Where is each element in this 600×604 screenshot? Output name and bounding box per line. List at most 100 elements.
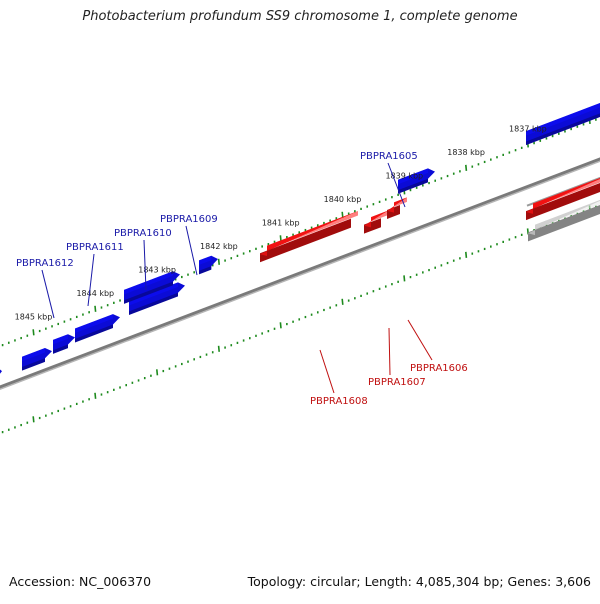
inner-major-tick [341, 298, 344, 305]
gene-forward-highlight [129, 282, 178, 306]
outer-minor-tick [452, 172, 455, 175]
scale-labels: 1845 kbp 1844 kbp 1843 kbp 1842 kbp 1841 kbp… [15, 124, 547, 321]
outer-minor-tick [539, 139, 542, 142]
gene-forward-top [124, 271, 180, 301]
inner-minor-tick [267, 330, 270, 333]
outer-minor-tick [378, 200, 381, 203]
inner-minor-tick [236, 341, 239, 344]
gene-forward-top [22, 347, 52, 368]
outer-minor-tick [545, 137, 548, 140]
gene-reverse-edge [526, 178, 600, 221]
inner-minor-tick [242, 339, 245, 342]
inner-minor-tick [88, 398, 90, 401]
outer-minor-tick [391, 196, 393, 199]
inner-minor-tick [292, 320, 294, 323]
inner-minor-tick [452, 259, 455, 262]
gene-reverse [387, 197, 407, 219]
inner-minor-tick [471, 252, 474, 255]
inner-minor-tick [7, 428, 10, 431]
gene-callout-leader [388, 327, 391, 376]
gene-forward-top [75, 314, 120, 339]
outer-minor-tick [242, 252, 245, 255]
inner-minor-tick [205, 353, 208, 356]
inner-minor-tick [143, 376, 146, 380]
inner-major-tick [403, 275, 406, 282]
outer-minor-tick [434, 179, 436, 182]
outer-minor-tick [477, 163, 480, 166]
gene-forward-highlight [22, 347, 45, 362]
inner-minor-tick [230, 344, 233, 347]
outer-minor-tick [267, 243, 270, 246]
outer-minor-tick [422, 184, 424, 187]
inner-minor-tick [316, 311, 319, 314]
backbone-shadow [0, 160, 600, 390]
inner-minor-tick [286, 322, 288, 326]
scale-label: 1839 kbp [385, 171, 423, 180]
gene-callout-leader [87, 253, 95, 307]
gene-forward-highlight [398, 168, 428, 185]
gene-label: PBPRA1610 [114, 228, 172, 239]
gene-other-edge-side [528, 205, 600, 242]
inner-minor-tick [378, 287, 381, 290]
backbone-line [0, 157, 600, 389]
outer-minor-tick [354, 210, 356, 213]
gene-forward [398, 168, 435, 194]
inner-minor-tick [372, 290, 375, 293]
outer-minor-tick [38, 329, 41, 333]
outer-minor-tick [533, 142, 535, 145]
outer-minor-tick [174, 278, 177, 281]
outer-minor-tick [20, 336, 22, 340]
outer-minor-tick [69, 318, 72, 321]
gene-callout-leader [387, 162, 406, 208]
outer-minor-tick [51, 325, 53, 328]
gene-reverse-highlight [371, 210, 388, 222]
inner-minor-tick [82, 400, 84, 403]
inner-major-tick [217, 345, 220, 352]
gene-forward-edge-highlight [526, 103, 600, 136]
outer-minor-tick [310, 226, 313, 229]
inner-minor-tick [224, 346, 226, 349]
gene-callout-leader [407, 319, 433, 361]
inner-minor-tick [298, 318, 301, 321]
outer-minor-tick [57, 322, 60, 326]
gene-reverse-highlight [394, 197, 407, 207]
outer-minor-tick [483, 160, 486, 164]
gene-forward-edge-top [0, 369, 2, 374]
inner-minor-tick [335, 304, 338, 307]
inner-minor-tick [69, 405, 72, 408]
outer-minor-tick [26, 334, 29, 337]
outer-minor-tick [75, 315, 78, 319]
genome-backbone [0, 157, 600, 390]
gene-reverse [260, 211, 358, 263]
inner-minor-tick [131, 381, 134, 384]
inner-minor-tick [150, 374, 152, 377]
inner-minor-tick [187, 360, 189, 363]
outer-minor-tick [261, 245, 263, 248]
gene-label: PBPRA1612 [16, 258, 74, 269]
inner-minor-tick [508, 238, 511, 241]
gene-callout-leader [185, 225, 198, 276]
inner-minor-tick [137, 379, 140, 382]
inner-minor-tick [514, 236, 517, 239]
inner-minor-tick [304, 315, 307, 319]
inner-minor-tick [63, 407, 66, 410]
gene-forward-edge [0, 369, 2, 374]
outer-minor-tick [496, 156, 498, 159]
outer-minor-tick [292, 233, 294, 236]
inner-minor-tick [14, 426, 16, 429]
gene-forward-highlight [75, 314, 113, 334]
inner-minor-tick [106, 391, 109, 394]
outer-minor-tick [366, 205, 369, 208]
gene-forward [22, 347, 52, 371]
outer-minor-tick [564, 130, 566, 133]
backbone-track-fragment [526, 176, 600, 207]
outer-minor-tick [595, 118, 597, 121]
gene-forward-top [398, 168, 435, 191]
outer-minor-tick [14, 339, 16, 342]
inner-minor-tick [273, 327, 276, 330]
inner-major-tick [94, 392, 97, 399]
outer-minor-tick [1, 344, 4, 347]
inner-minor-tick [428, 268, 430, 272]
outer-minor-tick [273, 240, 276, 243]
